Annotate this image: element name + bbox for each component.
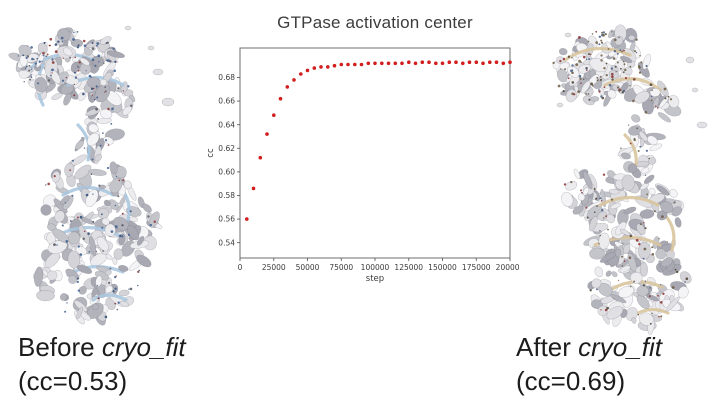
svg-text:0.58: 0.58	[218, 191, 235, 200]
svg-text:cc: cc	[206, 148, 216, 158]
after-caption-line2: (cc=0.69)	[516, 366, 626, 396]
svg-text:0.54: 0.54	[218, 238, 235, 247]
svg-text:25000: 25000	[262, 263, 286, 272]
after-structure-image	[552, 24, 708, 335]
svg-text:50000: 50000	[296, 263, 320, 272]
svg-text:0.56: 0.56	[218, 215, 235, 224]
svg-text:0.60: 0.60	[218, 167, 235, 176]
before-caption: Before cryo_fit (cc=0.53)	[18, 330, 186, 398]
svg-text:0.62: 0.62	[218, 144, 235, 153]
svg-text:100000: 100000	[361, 263, 390, 272]
svg-text:0.68: 0.68	[218, 73, 235, 82]
svg-text:0.64: 0.64	[218, 120, 235, 129]
svg-text:0: 0	[238, 263, 243, 272]
svg-text:0.66: 0.66	[218, 97, 235, 106]
after-caption-line1: After cryo_fit	[516, 332, 662, 362]
svg-text:75000: 75000	[329, 263, 353, 272]
before-structure-image	[8, 25, 175, 326]
svg-text:step: step	[366, 274, 384, 284]
before-caption-line1: Before cryo_fit	[18, 332, 186, 362]
cc-scatter-plot: 0 25000 50000 75000 100000 125000 150000 175000…	[206, 47, 520, 284]
svg-text:150000: 150000	[428, 263, 457, 272]
svg-text:125000: 125000	[394, 263, 423, 272]
before-caption-line2: (cc=0.53)	[18, 366, 128, 396]
svg-text:175000: 175000	[462, 263, 491, 272]
chart-title: GTPase activation center	[277, 13, 473, 32]
after-caption: After cryo_fit (cc=0.69)	[516, 330, 662, 398]
